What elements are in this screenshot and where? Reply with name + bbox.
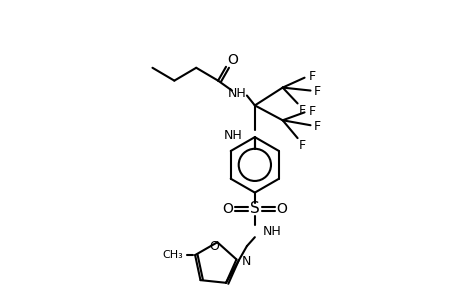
Text: NH: NH <box>227 87 246 100</box>
Text: O: O <box>209 240 219 253</box>
Text: NH: NH <box>224 129 242 142</box>
Text: F: F <box>308 105 315 118</box>
Text: F: F <box>298 104 305 117</box>
Text: O: O <box>276 202 286 216</box>
Text: NH: NH <box>262 225 281 238</box>
Text: CH₃: CH₃ <box>162 250 183 260</box>
Text: F: F <box>298 139 305 152</box>
Text: O: O <box>222 202 233 216</box>
Text: N: N <box>241 255 250 268</box>
Text: S: S <box>249 201 259 216</box>
Text: F: F <box>308 70 315 83</box>
Text: F: F <box>313 120 320 133</box>
Text: O: O <box>227 53 238 67</box>
Text: F: F <box>313 85 320 98</box>
